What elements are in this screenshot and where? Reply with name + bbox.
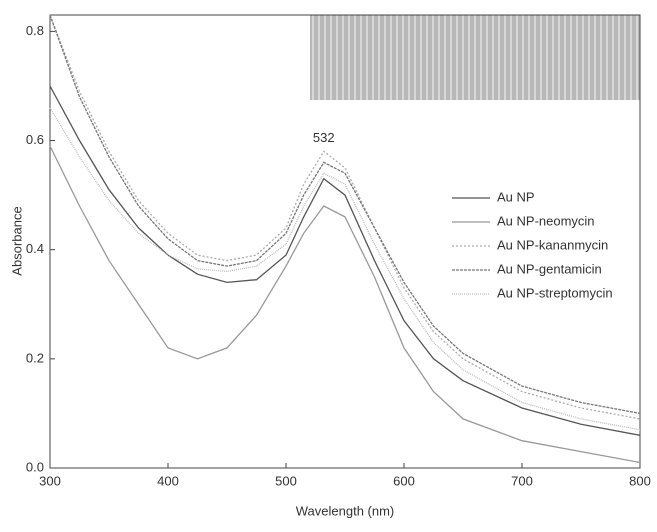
spectrum-line	[49, 107, 641, 431]
x-axis-label: Wavelength (nm)	[296, 503, 395, 518]
y-tick-label: 0.8	[26, 23, 44, 38]
spectrum-line	[49, 145, 641, 464]
peak-annotation: 532	[313, 130, 335, 145]
legend-label: Au NP-kananmycin	[497, 237, 608, 252]
legend-label: Au NP-neomycin	[497, 213, 595, 228]
y-tick-label: 0.2	[26, 350, 44, 365]
x-tick-label: 400	[157, 473, 179, 488]
y-tick-label: 0.4	[26, 241, 44, 256]
legend-label: Au NP-streptomycin	[497, 285, 613, 300]
inset-photo	[310, 15, 640, 100]
y-tick-label: 0.0	[26, 459, 44, 474]
legend-label: Au NP	[497, 189, 535, 204]
plot-frame	[49, 14, 641, 469]
x-tick-label: 700	[511, 473, 533, 488]
x-tick-label: 600	[393, 473, 415, 488]
spectrum-line	[49, 14, 641, 415]
x-tick-label: 500	[275, 473, 297, 488]
y-axis-label: Absorbance	[9, 206, 24, 275]
legend-label: Au NP-gentamicin	[497, 261, 602, 276]
x-tick-label: 300	[39, 473, 61, 488]
y-tick-label: 0.6	[26, 132, 44, 147]
x-tick-label: 800	[629, 473, 651, 488]
spectrum-line	[49, 85, 641, 436]
